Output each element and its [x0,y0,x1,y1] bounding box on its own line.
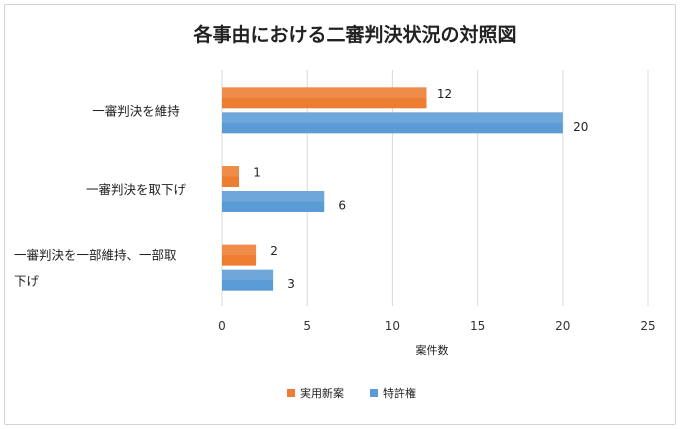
data-label: 12 [437,87,452,101]
legend-label: 実用新案 [300,386,344,400]
gridlines [221,70,649,306]
bar-highlight [222,166,240,177]
chart-frame [4,4,676,425]
bar-特許権 [222,112,563,134]
x-tick-label: 20 [555,319,570,333]
chart-title: 各事由における二審判決状況の対照図 [192,23,516,46]
bar-highlight [222,269,274,281]
data-label: 6 [338,199,346,213]
x-tick-label: 25 [640,319,655,333]
legend-swatch [287,389,295,397]
bar-特許権 [222,191,325,212]
category-label: 下げ [14,274,40,289]
data-label: 2 [270,244,278,258]
bar-highlight [222,244,257,256]
x-tick-label: 10 [385,319,400,333]
bar-highlight [222,87,427,98]
x-tick-label: 0 [218,319,226,333]
bar-実用新案 [222,166,240,187]
bars [222,87,563,291]
x-tick-labels: 0 5 10 15 20 25 [218,319,655,333]
x-tick-label: 15 [470,319,485,333]
data-labels: 12 20 1 6 2 3 [253,87,588,291]
x-tick-label: 5 [303,319,311,333]
bar-実用新案 [222,87,427,109]
category-label: 一審判決を取下げ [86,182,187,197]
category-label: 一審判決を一部維持、一部取 [14,248,177,263]
bar-実用新案 [222,244,257,266]
legend-swatch [370,389,378,397]
x-axis-title: 案件数 [416,343,449,357]
data-label: 20 [573,120,588,134]
bar-特許権 [222,269,274,291]
data-label: 3 [287,277,295,291]
data-label: 1 [253,166,261,180]
category-label: 一審判決を維持 [92,103,180,118]
legend-label: 特許権 [383,386,416,400]
bar-highlight [222,112,563,123]
bar-highlight [222,191,325,202]
legend: 実用新案 特許権 [287,386,416,400]
